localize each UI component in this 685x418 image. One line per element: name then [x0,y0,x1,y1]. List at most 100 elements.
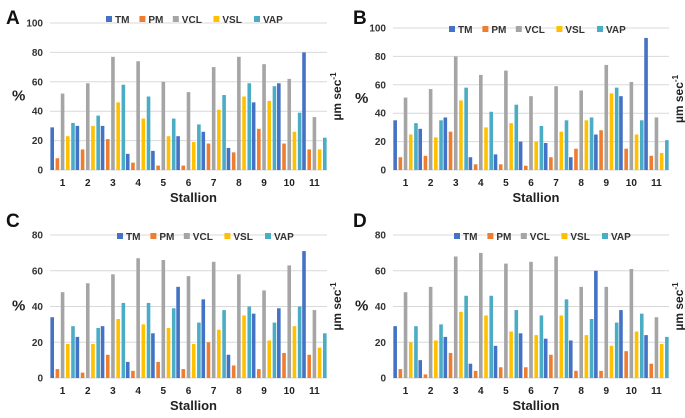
y-tick-label: 80 [375,231,387,242]
bar-VCL-stallion-5 [504,263,508,378]
bar-TM-stallion-10 [619,96,623,170]
legend-label-VAP: VAP [263,15,283,26]
legend-label-VSL: VSL [222,15,241,26]
y-tick-label: 60 [375,80,387,91]
bar-TM-stallion-2 [75,336,80,378]
bar-VCL-stallion-7 [211,67,216,170]
bar-PM-stallion-10 [282,352,286,378]
bar-PM-stallion-1 [398,157,403,170]
bar-VAP-stallion-2 [439,120,443,170]
bar-TM-stallion-4 [125,361,130,378]
y-tick-label: 40 [32,107,44,118]
legend-label-TM: TM [458,25,472,36]
bar-VSL-stallion-9 [609,345,614,378]
bar-VAP-stallion-5 [171,308,176,378]
x-tick-label: 10 [626,386,638,397]
bar-VCL-stallion-6 [529,96,533,170]
bar-VCL-stallion-5 [161,260,166,378]
bar-TM-stallion-11 [644,37,648,170]
bar-VAP-stallion-8 [589,319,594,378]
bar-TM-stallion-4 [125,153,130,170]
bar-TM-stallion-8 [568,157,573,170]
y-axis-label-left: % [12,88,25,105]
legend-swatch-PM [139,16,146,22]
bar-VSL-stallion-10 [634,331,639,378]
bar-VAP-stallion-2 [96,327,100,378]
legend-label-VSL: VSL [233,232,252,243]
bar-PM-stallion-6 [524,165,528,170]
y-tick-label: 40 [375,109,387,120]
legend-label-VCL: VCL [525,25,545,36]
x-tick-label: 8 [578,386,584,397]
bar-VAP-stallion-8 [247,83,252,170]
bar-VAP-stallion-3 [464,295,468,378]
bar-VAP-stallion-10 [297,112,302,170]
x-tick-label: 3 [453,178,459,189]
bar-VSL-stallion-6 [191,142,196,170]
legend-swatch-TM [454,233,460,239]
bar-VAP-stallion-8 [589,117,594,170]
legend-label-VCL: VCL [193,232,213,243]
bar-PM-stallion-8 [231,365,236,378]
bar-TM-stallion-7 [543,143,548,170]
bar-VAP-stallion-10 [297,306,302,378]
legend-swatch-TM [117,233,123,239]
y-tick-label: 20 [375,338,387,349]
bar-PM-stallion-1 [55,158,60,170]
x-tick-label: 8 [236,178,242,189]
bar-VSL-stallion-5 [509,331,513,378]
bar-VAP-stallion-4 [146,96,151,170]
bar-TM-stallion-5 [151,333,155,378]
bar-TM-stallion-8 [568,340,573,378]
legend-label-VCL: VCL [182,15,202,26]
bar-TM-stallion-2 [75,125,80,170]
bar-TM-stallion-3 [443,117,448,170]
bar-VAP-stallion-9 [614,87,619,170]
bar-PM-stallion-11 [649,363,654,378]
bar-VCL-stallion-11 [312,310,317,378]
legend-label-VAP: VAP [606,25,626,36]
x-tick-label: 9 [261,386,267,397]
y-tick-label: 0 [37,374,43,385]
x-tick-label: 10 [626,178,638,189]
bar-VCL-stallion-4 [136,258,140,378]
legend-swatch-VAP [254,16,260,22]
x-axis-label: Stallion [513,190,560,205]
bar-VCL-stallion-10 [287,78,292,170]
bar-VSL-stallion-1 [65,344,70,378]
bar-PM-stallion-9 [599,130,603,170]
bar-VCL-stallion-8 [579,286,583,378]
bar-PM-stallion-7 [549,354,553,378]
bar-VCL-stallion-10 [287,265,292,378]
bar-PM-stallion-1 [398,369,403,378]
y-tick-label: 60 [32,77,44,88]
bar-VAP-stallion-5 [514,104,519,170]
x-tick-label: 6 [528,386,534,397]
bar-VSL-stallion-2 [91,125,95,170]
bar-TM-stallion-2 [418,128,423,170]
x-tick-label: 11 [651,386,662,397]
bar-VSL-stallion-11 [317,149,322,170]
bar-VSL-stallion-11 [317,347,322,378]
bar-VAP-stallion-8 [247,306,252,378]
bar-VSL-stallion-2 [91,344,95,378]
bar-TM-stallion-5 [493,154,498,170]
bar-VCL-stallion-5 [504,70,508,170]
bar-VCL-stallion-5 [161,81,166,170]
bar-VAP-stallion-6 [197,322,201,378]
bar-VSL-stallion-6 [191,344,196,378]
x-tick-label: 2 [428,386,434,397]
x-tick-label: 4 [478,178,484,189]
bar-TM-stallion-10 [277,83,281,170]
x-tick-label: 2 [428,178,434,189]
bar-VSL-stallion-7 [559,131,564,170]
bar-VSL-stallion-3 [459,311,463,378]
y-tick-label: 100 [369,24,386,35]
bar-VCL-stallion-10 [629,81,634,170]
legend-label-VSL: VSL [565,25,584,36]
x-tick-label: 1 [403,178,409,189]
x-tick-label: 2 [85,386,91,397]
bar-VAP-stallion-9 [614,322,619,378]
y-axis-label-left: % [12,298,25,315]
